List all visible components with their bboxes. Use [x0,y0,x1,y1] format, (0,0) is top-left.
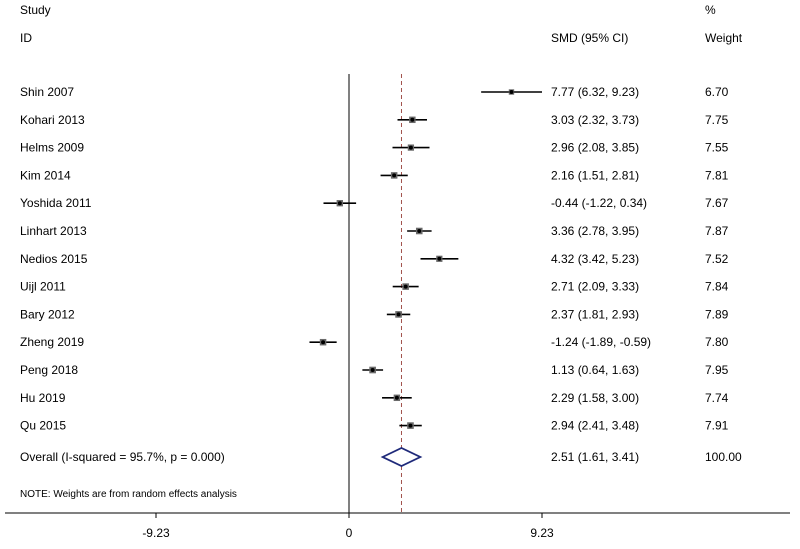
effect-ci-text: 3.36 (2.78, 3.95) [551,224,639,238]
overall-label: Overall (I-squared = 95.7%, p = 0.000) [20,450,225,464]
study-row: Linhart 2013 3.36 (2.78, 3.95) 7.87 [20,224,729,238]
study-label: Linhart 2013 [20,224,87,238]
plot-marks [348,74,402,513]
x-tick-label: 9.23 [530,526,554,540]
study-row: Nedios 2015 4.32 (3.42, 5.23) 7.52 [20,252,729,266]
point-estimate [337,201,342,206]
study-row: Kohari 2013 3.03 (2.32, 3.73) 7.75 [20,113,729,127]
study-label: Kim 2014 [20,168,71,182]
effect-ci-text: 2.96 (2.08, 3.85) [551,141,639,155]
overall-diamond [380,447,423,467]
weight-value: 7.75 [705,113,729,127]
study-label: Yoshida 2011 [20,196,92,210]
study-row: Uijl 2011 2.71 (2.09, 3.33) 7.84 [20,280,729,294]
study-label: Bary 2012 [20,307,75,321]
study-label: Peng 2018 [20,363,78,377]
header-weight-percent: % [705,3,716,17]
effect-ci-text: 2.71 (2.09, 3.33) [551,280,639,294]
study-label: Kohari 2013 [20,113,85,127]
effect-ci-text: 2.29 (1.58, 3.00) [551,391,639,405]
header-study: Study [20,3,51,17]
weight-value: 7.91 [705,419,729,433]
effect-ci-text: -0.44 (-1.22, 0.34) [551,196,647,210]
point-estimate [410,117,415,122]
weight-value: 7.81 [705,168,729,182]
header-id: ID [20,31,32,45]
effect-ci-text: 2.16 (1.51, 2.81) [551,168,639,182]
weight-value: 7.87 [705,224,729,238]
point-estimate [392,173,397,178]
effect-ci-text: 7.77 (6.32, 9.23) [551,85,639,99]
weight-value: 7.84 [705,280,729,294]
effect-ci-text: -1.24 (-1.89, -0.59) [551,335,651,349]
point-estimate [394,395,399,400]
point-estimate [370,368,375,372]
study-row: Zheng 2019 -1.24 (-1.89, -0.59) 7.80 [20,335,729,349]
point-estimate [437,256,442,261]
study-label: Helms 2009 [20,141,84,155]
effect-ci-text: 1.13 (0.64, 1.63) [551,363,639,377]
point-estimate [408,145,413,150]
x-axis: -9.23 0 9.23 [5,512,790,540]
point-estimate [403,284,408,289]
weight-value: 7.95 [705,363,729,377]
weights-note: NOTE: Weights are from random effects an… [20,489,237,500]
effect-ci-text: 3.03 (2.32, 3.73) [551,113,639,127]
study-label: Shin 2007 [20,85,74,99]
effect-ci-text: 2.94 (2.41, 3.48) [551,419,639,433]
x-tick-label: -9.23 [142,526,170,540]
weight-value: 7.67 [705,196,729,210]
study-row: Hu 2019 2.29 (1.58, 3.00) 7.74 [20,391,729,405]
point-estimate [417,229,422,233]
weight-value: 7.74 [705,391,729,405]
weight-value: 7.55 [705,141,729,155]
study-row: Helms 2009 2.96 (2.08, 3.85) 7.55 [20,141,729,155]
point-estimate [408,423,413,428]
effect-ci-text: 2.37 (1.81, 2.93) [551,307,639,321]
study-label: Uijl 2011 [20,280,66,294]
study-row: Kim 2014 2.16 (1.51, 2.81) 7.81 [20,168,729,182]
study-row: Bary 2012 2.37 (1.81, 2.93) 7.89 [20,307,729,321]
study-row: Peng 2018 1.13 (0.64, 1.63) 7.95 [20,363,729,377]
study-label: Hu 2019 [20,391,66,405]
point-estimate [321,340,326,345]
weight-value: 7.89 [705,307,729,321]
weight-value: 6.70 [705,85,729,99]
overall-ci-text: 2.51 (1.61, 3.41) [551,450,639,464]
x-tick-label: 0 [346,526,353,540]
study-row: Qu 2015 2.94 (2.41, 3.48) 7.91 [20,419,729,433]
weight-value: 7.80 [705,335,729,349]
study-label: Qu 2015 [20,419,66,433]
study-label: Zheng 2019 [20,335,84,349]
point-estimate [396,312,401,317]
study-row: Shin 2007 7.77 (6.32, 9.23) 6.70 [20,85,729,99]
column-headers: Study ID SMD (95% CI) % Weight [20,3,743,45]
header-weight: Weight [705,31,743,45]
overall-weight: 100.00 [705,450,742,464]
study-row: Yoshida 2011 -0.44 (-1.22, 0.34) 7.67 [20,196,729,210]
study-label: Nedios 2015 [20,252,88,266]
overall-row: Overall (I-squared = 95.7%, p = 0.000) 2.… [20,447,742,467]
header-effect: SMD (95% CI) [551,31,628,45]
effect-ci-text: 4.32 (3.42, 5.23) [551,252,639,266]
point-estimate [509,90,514,94]
weight-value: 7.52 [705,252,729,266]
study-rows: Shin 2007 7.77 (6.32, 9.23) 6.70 Kohari 201… [20,85,729,433]
